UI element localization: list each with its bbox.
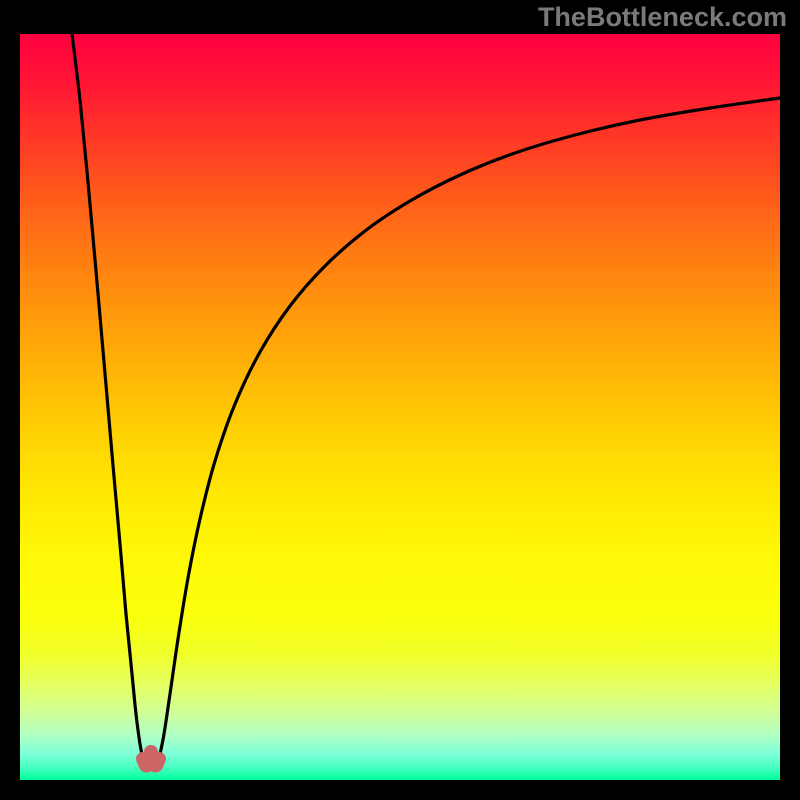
- gradient-background: [20, 34, 780, 780]
- plot-svg: [20, 34, 780, 780]
- valley-marker-2: [153, 753, 166, 766]
- chart-frame: TheBottleneck.com: [0, 0, 800, 800]
- watermark-text: TheBottleneck.com: [538, 2, 787, 33]
